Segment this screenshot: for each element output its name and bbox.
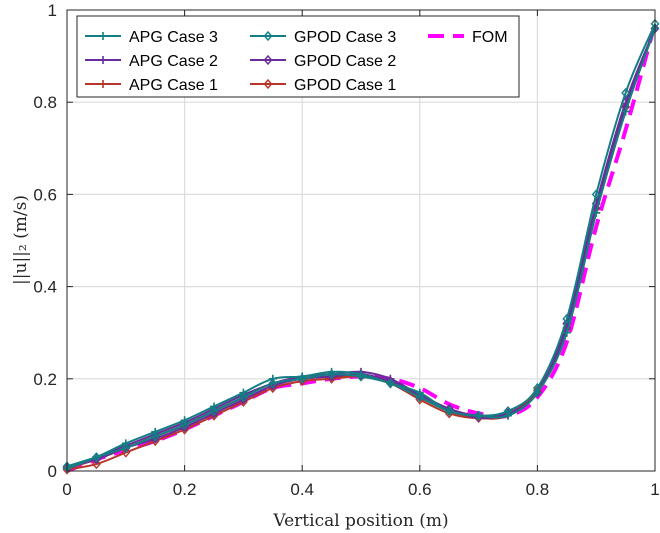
y-tick-label: 0.2 — [33, 370, 57, 389]
diamond-marker — [180, 419, 190, 430]
y-tick-label: 1 — [48, 1, 57, 20]
diamond-marker — [121, 442, 131, 454]
plus-marker — [268, 374, 277, 383]
x-tick-label: 0.8 — [526, 480, 550, 499]
legend-entry-apg-case-2: APG Case 2 — [85, 53, 218, 70]
plus-marker — [327, 367, 336, 376]
plus-marker — [474, 411, 483, 420]
y-axis-label: ||u||₂ (m/s) — [11, 195, 31, 285]
series-line-gpod-case-3 — [66, 23, 656, 468]
legend-label-gpod-case-1: GPOD Case 1 — [294, 77, 396, 94]
plus-marker — [99, 32, 107, 40]
ticks: 0 0.2 0.4 0.6 0.8 1 0 0.2 0.4 0.6 0.8 1 — [33, 1, 659, 499]
diamond-marker — [263, 30, 273, 42]
x-tick-label: 1 — [650, 480, 659, 499]
legend-label-gpod-case-2: GPOD Case 2 — [294, 53, 396, 70]
legend-entry-gpod-case-3: GPOD Case 3 — [250, 29, 396, 46]
legend-entry-apg-case-3: APG Case 3 — [85, 29, 218, 46]
plus-marker — [92, 453, 101, 462]
plus-marker — [415, 388, 424, 397]
plus-marker — [121, 439, 130, 448]
legend-entry-gpod-case-2: GPOD Case 2 — [250, 53, 396, 70]
x-axis-label: Vertical position (m) — [272, 511, 448, 531]
series-line-gpod-case-2 — [66, 28, 656, 469]
y-tick-label: 0 — [48, 462, 57, 481]
x-tick-label: 0 — [62, 480, 71, 499]
diamond-marker — [562, 313, 572, 324]
diamond-marker — [591, 189, 601, 200]
x-tick-label: 0.6 — [408, 480, 432, 499]
x-tick-label: 0.4 — [290, 480, 314, 499]
plus-marker — [504, 411, 512, 420]
plus-marker — [180, 416, 189, 425]
plus-marker — [445, 407, 454, 416]
series-line-apg-case-3 — [66, 28, 656, 470]
series-line-apg-case-2 — [66, 28, 656, 470]
plus-marker — [592, 208, 601, 217]
plus-marker — [357, 370, 365, 379]
plus-marker — [533, 388, 542, 397]
series-layer — [62, 18, 660, 475]
plus-marker — [298, 372, 307, 381]
legend-entry-gpod-case-1: GPOD Case 1 — [250, 77, 396, 94]
legend-label-gpod-case-3: GPOD Case 3 — [294, 29, 396, 46]
legend-entry-fom: FOM — [428, 29, 508, 46]
plus-marker — [562, 328, 571, 337]
y-tick-label: 0.6 — [33, 185, 57, 204]
diamond-marker — [209, 406, 219, 417]
legend-label-fom: FOM — [472, 29, 508, 46]
diamond-marker — [150, 431, 160, 442]
plus-marker — [151, 427, 160, 436]
y-tick-label: 0.8 — [33, 93, 57, 112]
y-tick-label: 0.4 — [33, 278, 57, 297]
diamond-marker — [268, 378, 278, 389]
diamond-marker — [121, 447, 131, 458]
legend-label-apg-case-2: APG Case 2 — [129, 53, 218, 70]
diamond-marker — [91, 459, 101, 470]
plus-marker — [99, 80, 107, 88]
legend-label-apg-case-1: APG Case 1 — [129, 77, 218, 94]
diamond-marker — [621, 87, 631, 99]
plus-marker — [386, 379, 395, 388]
plus-marker — [621, 107, 630, 116]
legend-entry-apg-case-1: APG Case 1 — [85, 77, 218, 94]
axes-box — [66, 9, 656, 472]
legend-box — [76, 15, 520, 98]
diamond-marker — [263, 78, 273, 90]
diamond-marker — [238, 392, 248, 403]
legend: APG Case 3 APG Case 2 APG Case 1 GPOD Case … — [76, 15, 520, 98]
plus-marker — [239, 388, 248, 397]
diamond-marker — [415, 392, 425, 403]
x-tick-label: 0.2 — [173, 480, 197, 499]
diamond-marker — [263, 54, 273, 66]
plus-marker — [99, 56, 107, 64]
plus-marker — [210, 402, 218, 411]
legend-label-apg-case-3: APG Case 3 — [129, 29, 218, 46]
